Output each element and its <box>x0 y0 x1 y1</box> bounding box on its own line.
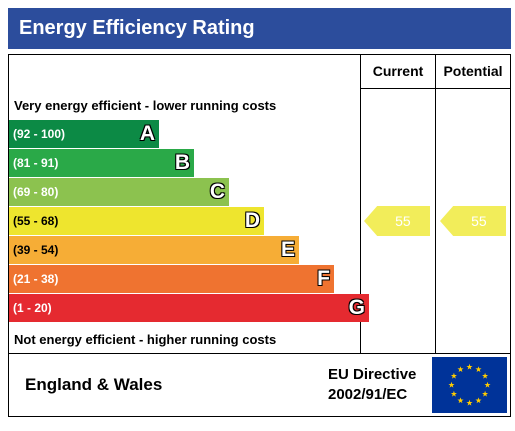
column-divider <box>435 55 436 353</box>
band-range: (1 - 20) <box>13 301 52 315</box>
eu-star-icon <box>457 366 464 372</box>
current-rating-arrow-value: 55 <box>395 213 411 229</box>
band-letter: D <box>244 209 260 232</box>
potential-rating-arrow: 55 <box>440 206 506 236</box>
current-rating-arrow: 55 <box>364 206 430 236</box>
region-label: England & Wales <box>25 375 163 394</box>
band-range: (92 - 100) <box>13 127 66 141</box>
eu-star-icon <box>466 363 473 370</box>
band-letter: E <box>280 238 295 261</box>
band-range: (21 - 38) <box>13 272 59 286</box>
potential-column-header: Potential <box>443 63 503 79</box>
band-e: (39 - 54) E <box>9 236 299 264</box>
directive-line2: 2002/91/EC <box>328 386 408 403</box>
eu-star-icon <box>482 390 489 397</box>
band-letter: F <box>317 267 330 290</box>
top-caption: Very energy efficient - lower running co… <box>14 98 277 113</box>
band-letter: B <box>174 151 190 174</box>
band-range: (69 - 80) <box>13 185 59 199</box>
directive-line1: EU Directive <box>328 366 417 383</box>
band-a: (92 - 100) A <box>9 120 159 148</box>
band-range: (81 - 91) <box>13 156 59 170</box>
eu-star-icon <box>457 397 464 404</box>
current-column-header: Current <box>372 63 424 79</box>
band-g: (1 - 20) G <box>9 294 369 322</box>
eu-star-icon <box>484 381 491 388</box>
eu-star-icon <box>475 366 482 372</box>
column-divider <box>360 55 361 353</box>
chart-title: Energy Efficiency Rating <box>8 8 511 49</box>
header-divider <box>360 88 510 89</box>
eu-star-icon <box>450 372 457 379</box>
eu-star-icon <box>450 390 457 397</box>
band-letter: G <box>348 296 365 319</box>
potential-rating-arrow-value: 55 <box>471 213 487 229</box>
band-d: (55 - 68) D <box>9 207 264 235</box>
current-rating-arrow-shape <box>364 206 430 236</box>
eu-star-icon <box>475 397 482 404</box>
footer: England & Wales EU Directive 2002/91/EC <box>8 353 511 417</box>
eu-directive: EU Directive 2002/91/EC <box>328 365 416 405</box>
eu-star-icon <box>466 399 473 406</box>
band-range: (39 - 54) <box>13 243 59 257</box>
eu-star-icon <box>482 372 489 379</box>
band-f: (21 - 38) F <box>9 265 334 293</box>
band-c: (69 - 80) C <box>9 178 229 206</box>
potential-rating-arrow-shape <box>440 206 506 236</box>
eu-flag-icon <box>432 357 507 413</box>
band-letter: A <box>139 122 155 145</box>
band-b: (81 - 91) B <box>9 149 194 177</box>
eu-star-icon <box>448 381 455 388</box>
bottom-caption: Not energy efficient - higher running co… <box>14 332 277 347</box>
band-letter: C <box>209 180 225 203</box>
band-range: (55 - 68) <box>13 214 59 228</box>
rating-table: Current Potential Very energy efficient … <box>8 54 511 354</box>
